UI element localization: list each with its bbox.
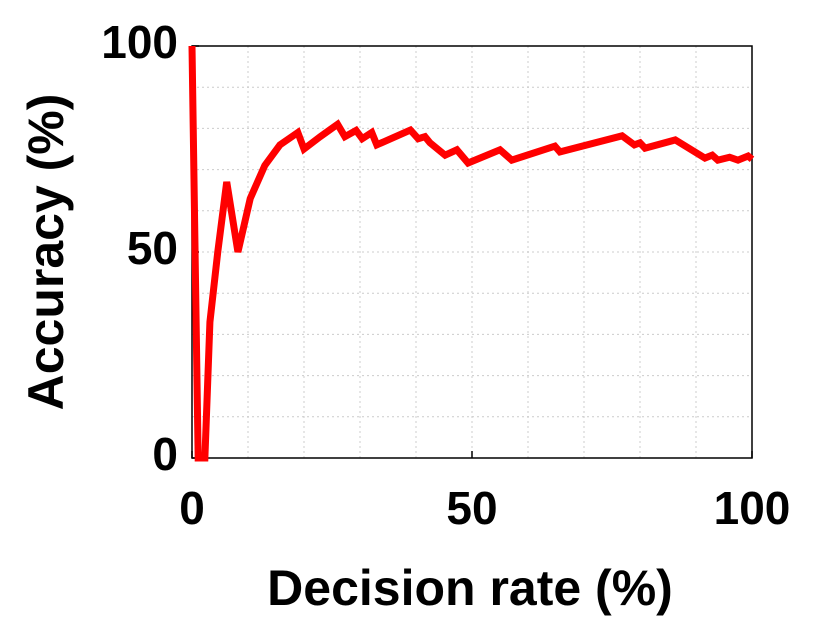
x-tick-label: 100 [714,482,791,534]
y-tick-label: 50 [127,222,178,274]
x-tick-label: 0 [179,482,205,534]
x-axis-label: Decision rate (%) [267,560,673,616]
x-tick-label: 50 [446,482,497,534]
y-tick-label: 100 [101,16,178,68]
data-line [188,45,755,462]
y-axis-label: Accuracy (%) [18,94,74,411]
y-tick-label: 0 [152,428,178,480]
